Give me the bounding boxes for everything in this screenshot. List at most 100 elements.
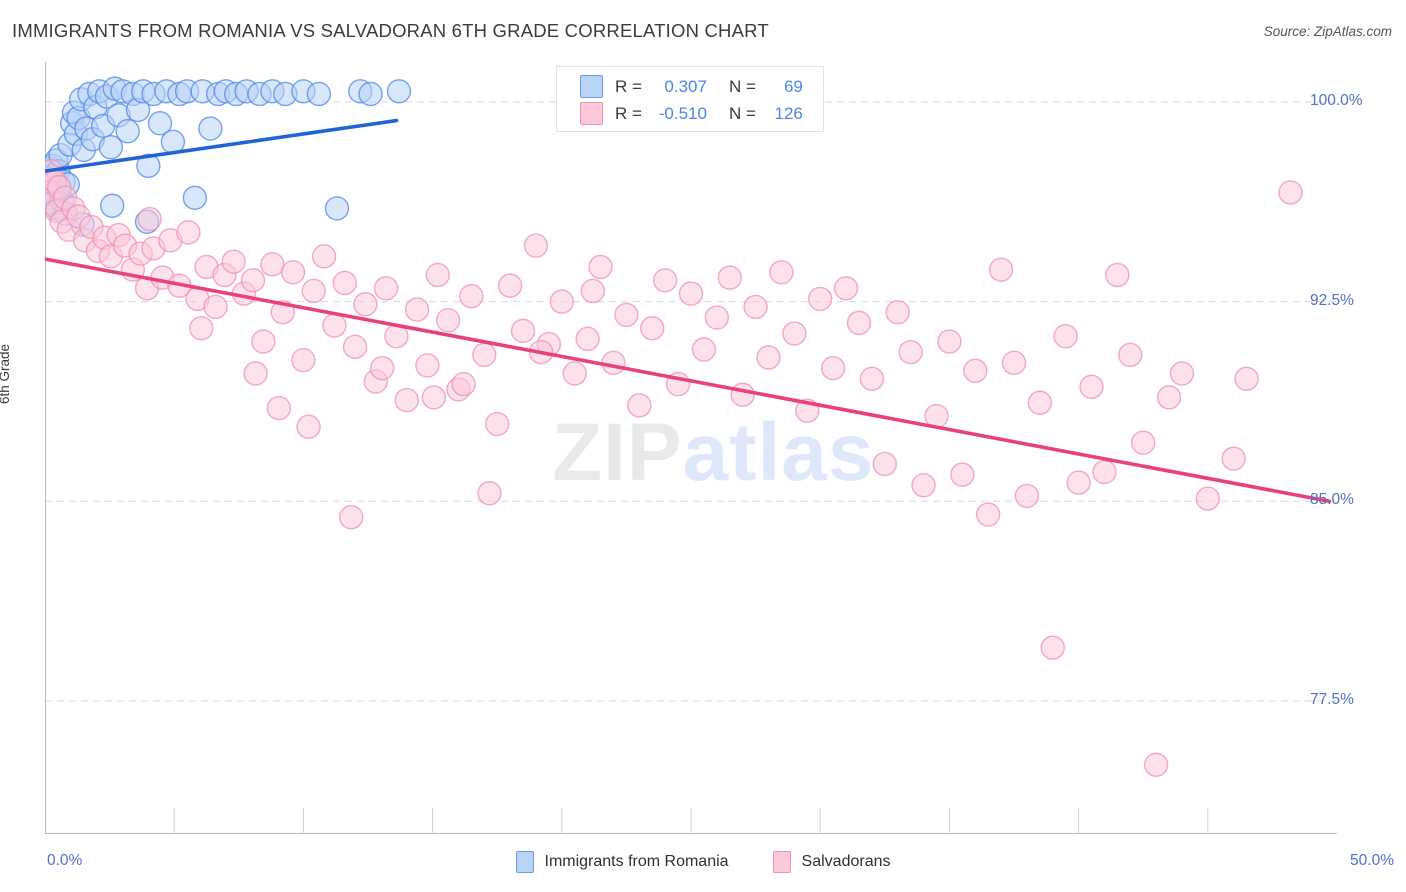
- data-point: [885, 300, 910, 325]
- legend-swatch-salvadorans: [772, 851, 791, 873]
- series-salvadorans: [45, 158, 1303, 777]
- data-point: [324, 196, 350, 221]
- data-point: [1066, 470, 1091, 495]
- trend-line-romania: [45, 118, 399, 173]
- plot-area: [45, 62, 1337, 834]
- data-point: [1143, 752, 1169, 777]
- data-point: [1278, 180, 1303, 205]
- y-axis-label: 6th Grade: [0, 343, 12, 404]
- data-point: [730, 382, 755, 407]
- data-point: [260, 252, 285, 277]
- data-point: [601, 350, 626, 376]
- legend-swatch-romania: [515, 851, 534, 873]
- y-tick-label-3: 77.5%: [1310, 690, 1354, 708]
- stats-n-value-salvadorans: 126: [774, 103, 803, 123]
- data-point: [743, 294, 768, 320]
- data-point: [898, 339, 923, 365]
- data-point: [975, 502, 1001, 527]
- data-point: [221, 249, 246, 274]
- data-point: [98, 134, 124, 160]
- legend-label-salvadorans: Salvadorans: [801, 853, 891, 870]
- data-point: [477, 481, 502, 506]
- data-point: [306, 81, 332, 107]
- data-point: [342, 334, 368, 360]
- data-point: [1221, 446, 1246, 471]
- data-point: [523, 233, 549, 258]
- stats-r-label-salvadorans: R =: [615, 103, 642, 123]
- data-point: [1001, 350, 1027, 376]
- data-point: [1040, 635, 1065, 660]
- data-point: [182, 185, 208, 210]
- stats-r-label-romania: R =: [615, 76, 642, 96]
- stats-swatch-romania: [580, 75, 603, 98]
- source-label: Source: ZipAtlas.com: [1263, 24, 1392, 39]
- legend-item-romania[interactable]: Immigrants from Romania: [515, 851, 729, 873]
- data-point: [872, 451, 897, 477]
- data-point: [415, 353, 440, 378]
- data-point: [627, 393, 652, 418]
- data-point: [311, 244, 337, 269]
- data-point: [756, 345, 781, 370]
- data-point: [301, 278, 326, 304]
- data-point: [911, 473, 936, 498]
- data-point: [243, 361, 268, 386]
- data-point: [937, 329, 962, 354]
- stats-r-value-romania: 0.307: [664, 76, 707, 96]
- data-point: [1079, 374, 1104, 399]
- data-point: [451, 371, 476, 397]
- y-tick-label-0: 100.0%: [1310, 91, 1363, 109]
- data-point: [353, 292, 378, 317]
- data-point: [296, 414, 321, 439]
- correlation-stats-box: R = 0.307 N = 69 R = -0.510 N = 126: [556, 66, 824, 132]
- data-point: [1027, 390, 1053, 415]
- data-point: [99, 193, 125, 218]
- data-point: [859, 366, 885, 391]
- data-point: [1195, 486, 1221, 511]
- data-point: [358, 81, 383, 107]
- data-point: [472, 342, 497, 368]
- stats-n-value-romania: 69: [783, 76, 803, 96]
- data-point: [147, 111, 173, 136]
- stats-row-salvadorans: R = -0.510 N = 126: [557, 99, 823, 128]
- data-point: [1118, 342, 1143, 368]
- data-point: [203, 294, 228, 320]
- data-point: [1156, 385, 1182, 410]
- data-point: [640, 316, 665, 341]
- data-point: [769, 260, 794, 285]
- data-point: [189, 316, 214, 341]
- data-point: [510, 318, 536, 344]
- data-point: [562, 361, 587, 386]
- page-title: IMMIGRANTS FROM ROMANIA VS SALVADORAN 6T…: [12, 20, 769, 41]
- data-point: [332, 270, 357, 296]
- data-point: [459, 284, 484, 309]
- legend-item-salvadorans[interactable]: Salvadorans: [772, 851, 891, 873]
- data-point: [580, 278, 606, 304]
- stats-row-romania: R = 0.307 N = 69: [557, 72, 823, 101]
- data-point: [833, 276, 859, 301]
- data-point: [370, 355, 395, 381]
- data-point: [176, 220, 201, 245]
- data-point: [988, 257, 1014, 282]
- data-point: [1014, 483, 1040, 509]
- stats-n-label-salvadorans: N =: [728, 103, 756, 123]
- data-point: [950, 462, 975, 487]
- data-point: [198, 116, 223, 141]
- data-point: [280, 260, 306, 285]
- data-point: [404, 297, 430, 322]
- x-tick-label-min: 0.0%: [47, 852, 83, 869]
- data-point: [717, 265, 742, 290]
- data-point: [386, 79, 412, 104]
- data-point: [373, 276, 399, 301]
- data-point: [1092, 459, 1117, 485]
- data-point: [1234, 366, 1259, 391]
- data-point: [1105, 262, 1130, 288]
- data-point: [704, 305, 730, 330]
- data-point: [846, 310, 872, 336]
- data-point: [137, 206, 162, 232]
- data-point: [115, 119, 140, 144]
- data-point: [251, 329, 276, 354]
- data-point: [425, 262, 450, 288]
- data-point: [435, 308, 461, 333]
- data-point: [1053, 323, 1078, 349]
